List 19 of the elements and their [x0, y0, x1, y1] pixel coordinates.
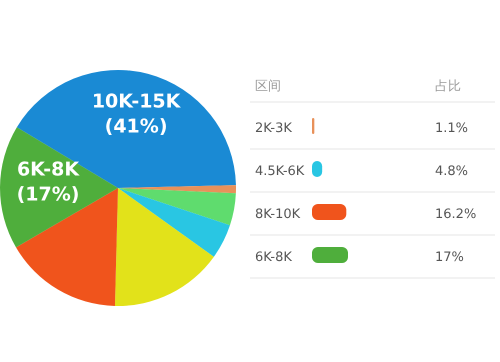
slice-label: 10K-15K — [92, 90, 182, 113]
pie-slice — [16, 70, 236, 188]
legend-label: 4.5K-6K — [255, 164, 305, 179]
text: 区间 — [255, 79, 281, 94]
text: 1.1% — [435, 121, 468, 136]
slice-label: 6K-8K — [16, 158, 80, 181]
text: 16.2% — [435, 207, 476, 222]
text: 占比 — [435, 79, 461, 94]
text: 17% — [435, 250, 464, 265]
data-label: (17%) — [16, 184, 80, 206]
pie-slice — [118, 188, 230, 257]
legend-label: 8K-10K — [255, 207, 301, 222]
pie-slice — [16, 188, 118, 306]
pie-slice — [118, 188, 236, 226]
pie-slice — [114, 188, 214, 306]
data-label: (41%) — [104, 116, 168, 138]
legend-label: 6K-8K — [255, 250, 292, 265]
text: 4.8% — [435, 164, 468, 179]
legend-label: 2K-3K — [255, 121, 292, 136]
